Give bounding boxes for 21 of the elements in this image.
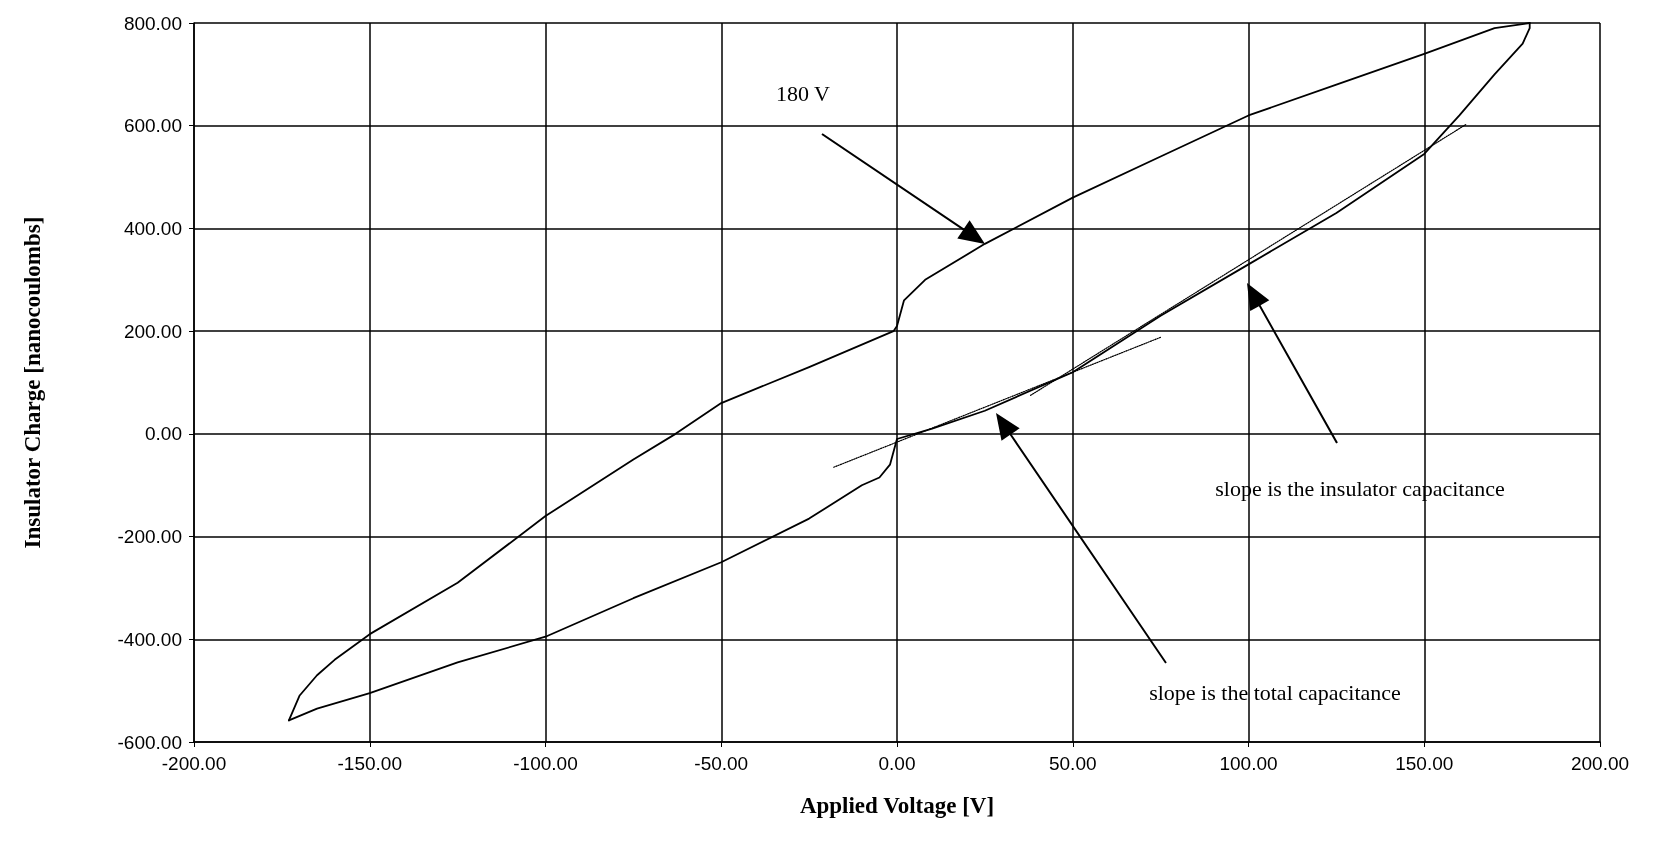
annotation: slope is the total capacitance [1149, 680, 1401, 706]
x-tick-label: 150.00 [1395, 753, 1454, 774]
y-tick-label: -200.00 [117, 526, 182, 548]
y-tick-label: -400.00 [117, 628, 182, 650]
x-tick-label: -150.00 [337, 753, 402, 774]
annotation: 180 V [776, 81, 831, 107]
y-axis-title: Insulator Charge [nanocoulombs] [20, 216, 45, 549]
y-tick-label: 600.00 [123, 115, 182, 137]
y-tick-label: -600.00 [117, 731, 182, 753]
x-tick-label: 50.00 [1048, 753, 1097, 774]
y-tick-label: 200.00 [123, 320, 182, 342]
x-tick-label: 200.00 [1570, 753, 1630, 774]
y-tick-label: 400.00 [123, 217, 182, 239]
x-tick-label: -200.00 [161, 753, 227, 774]
x-tick-label: 0.00 [878, 753, 916, 774]
x-tick-label: 100.00 [1219, 753, 1278, 774]
x-axis-title: Applied Voltage [V] [799, 793, 995, 818]
x-tick-label: -100.00 [513, 753, 578, 774]
y-tick-label: 800.00 [123, 12, 182, 34]
y-tick-label: 0.00 [145, 423, 182, 445]
x-tick-label: -50.00 [694, 753, 749, 774]
